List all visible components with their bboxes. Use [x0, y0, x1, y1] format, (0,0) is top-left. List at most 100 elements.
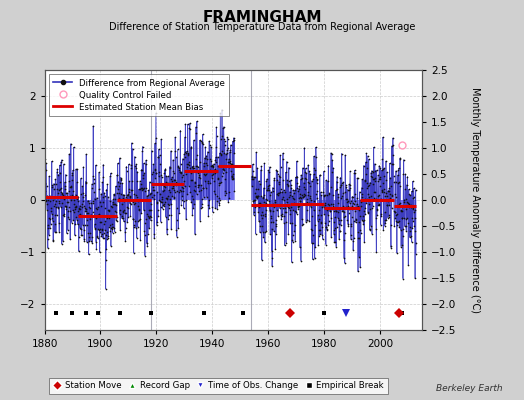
- Point: [209, 164, 217, 170]
- Point: [169, 170, 178, 176]
- Point: [394, 219, 402, 225]
- Point: [286, 189, 294, 195]
- Point: [391, 194, 400, 200]
- Point: [119, 191, 127, 198]
- Point: [66, 177, 74, 184]
- Point: [326, 184, 335, 191]
- Point: [333, 224, 341, 230]
- Point: [261, 228, 269, 235]
- Point: [324, 218, 333, 224]
- Point: [94, 212, 103, 218]
- Point: [403, 182, 411, 188]
- Point: [252, 194, 260, 200]
- Point: [77, 175, 85, 182]
- Point: [330, 231, 338, 238]
- Point: [200, 171, 209, 178]
- Point: [366, 179, 374, 186]
- Point: [399, 275, 407, 282]
- Point: [394, 167, 402, 173]
- Point: [340, 208, 348, 215]
- Point: [319, 192, 328, 199]
- Point: [175, 164, 183, 171]
- Point: [86, 238, 95, 244]
- Point: [362, 159, 370, 165]
- Point: [85, 200, 93, 206]
- Point: [259, 212, 267, 218]
- Point: [164, 193, 172, 199]
- Point: [140, 185, 148, 191]
- Point: [197, 182, 205, 188]
- Point: [312, 153, 320, 160]
- Point: [172, 182, 180, 188]
- Point: [228, 161, 236, 168]
- Point: [206, 180, 214, 186]
- Point: [40, 193, 49, 200]
- Point: [347, 221, 355, 227]
- Point: [113, 190, 121, 196]
- Point: [106, 170, 115, 176]
- Point: [302, 219, 310, 225]
- Point: [81, 205, 89, 211]
- Point: [210, 170, 219, 176]
- Point: [68, 192, 76, 198]
- Point: [213, 193, 222, 200]
- Point: [140, 232, 149, 238]
- Point: [283, 183, 292, 190]
- Point: [63, 199, 72, 205]
- Point: [225, 159, 233, 165]
- Point: [290, 190, 298, 197]
- Point: [410, 223, 419, 229]
- Point: [179, 185, 187, 191]
- Point: [185, 126, 194, 132]
- Point: [407, 202, 416, 208]
- Point: [344, 203, 352, 209]
- Point: [115, 183, 124, 190]
- Point: [291, 237, 299, 244]
- Point: [212, 158, 220, 165]
- Point: [76, 224, 84, 231]
- Point: [300, 190, 309, 197]
- Point: [357, 190, 366, 197]
- Point: [61, 202, 69, 209]
- Point: [162, 225, 171, 232]
- Point: [375, 192, 383, 198]
- Point: [387, 205, 396, 211]
- Point: [305, 218, 313, 225]
- Point: [336, 174, 344, 181]
- Point: [62, 206, 71, 212]
- Point: [322, 224, 331, 230]
- Point: [294, 206, 302, 212]
- Point: [199, 141, 207, 148]
- Point: [57, 189, 65, 196]
- Point: [293, 174, 302, 180]
- Point: [68, 176, 76, 183]
- Point: [84, 230, 93, 237]
- Point: [309, 232, 317, 238]
- Point: [185, 183, 193, 189]
- Point: [226, 147, 234, 153]
- Point: [148, 193, 156, 200]
- Point: [66, 236, 74, 242]
- Point: [196, 159, 204, 165]
- Point: [279, 150, 287, 156]
- Point: [72, 204, 81, 210]
- Point: [385, 202, 394, 208]
- Point: [248, 161, 257, 168]
- Point: [337, 150, 346, 157]
- Point: [339, 190, 347, 196]
- Point: [370, 188, 379, 195]
- Point: [204, 202, 212, 209]
- Point: [187, 144, 195, 151]
- Point: [264, 167, 272, 174]
- Point: [291, 174, 300, 180]
- Point: [329, 202, 337, 209]
- Point: [71, 221, 80, 227]
- Point: [274, 171, 282, 178]
- Point: [275, 178, 283, 185]
- Point: [392, 250, 401, 256]
- Point: [147, 190, 155, 196]
- Point: [128, 199, 137, 206]
- Point: [47, 207, 55, 214]
- Point: [162, 195, 170, 202]
- Point: [295, 195, 303, 202]
